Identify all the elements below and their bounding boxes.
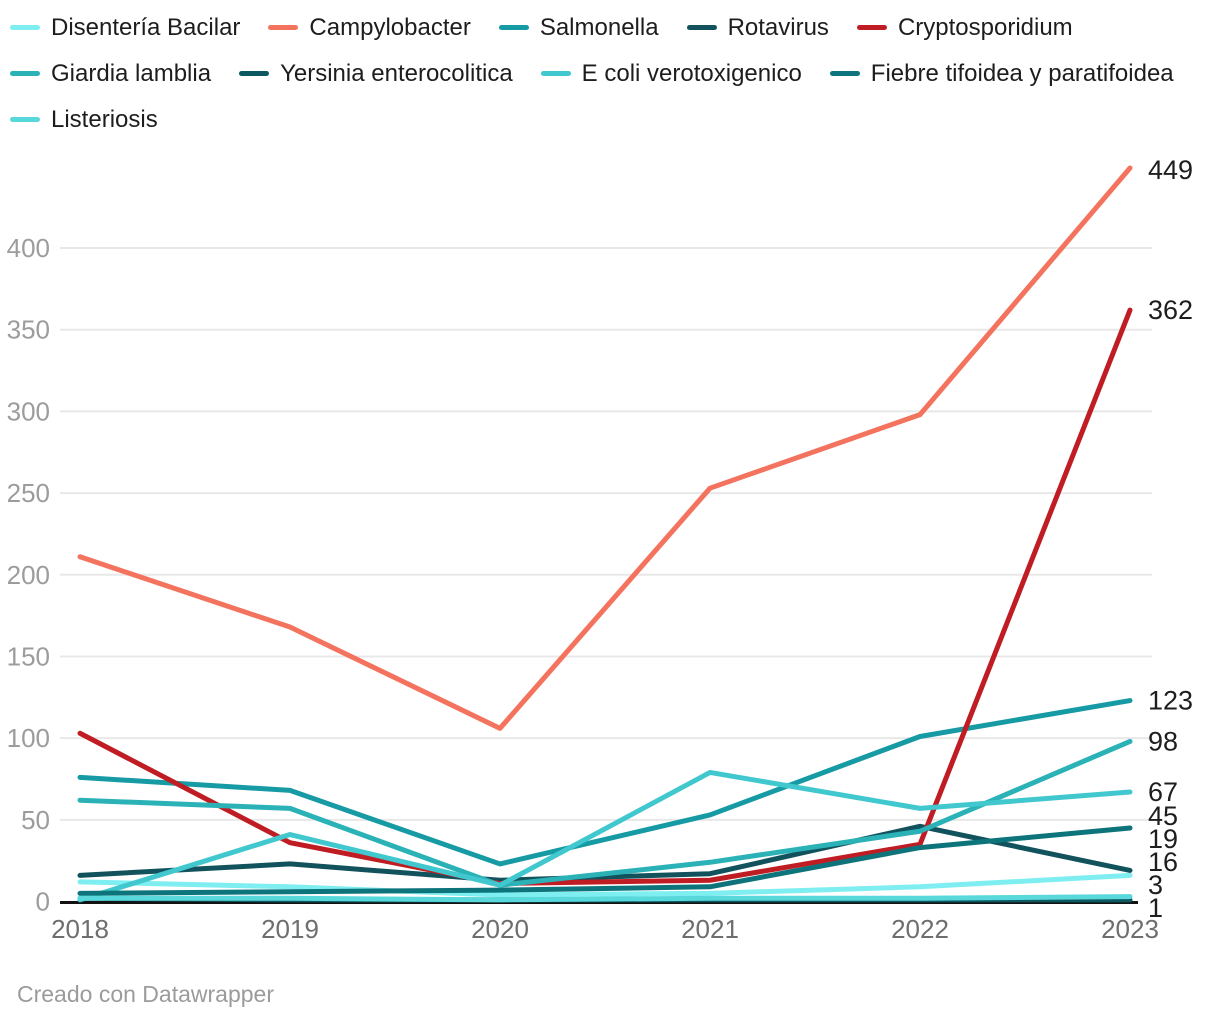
legend-swatch-icon: [10, 117, 40, 122]
y-axis-tick-label: 50: [21, 805, 50, 835]
legend-item-yersinia-enterocolitica[interactable]: Yersinia enterocolitica: [239, 58, 513, 89]
legend-item-listeriosis[interactable]: Listeriosis: [10, 104, 158, 135]
chart-legend: Disentería Bacilar Campylobacter Salmonell…: [10, 12, 1180, 135]
legend-label: Rotavirus: [727, 14, 829, 41]
end-value-label-listeriosis: 3: [1148, 870, 1163, 900]
series-line-disenteri-a-bacilar[interactable]: [77, 872, 1133, 898]
legend-label: Fiebre tifoidea y paratifoidea: [870, 60, 1174, 87]
end-value-label-rotavirus: 19: [1148, 824, 1178, 854]
series-line-campylobacter[interactable]: [77, 165, 1133, 731]
x-axis-tick-label-2022: 2022: [891, 914, 949, 944]
legend-swatch-icon: [10, 25, 40, 30]
legend-item-campylobacter[interactable]: Campylobacter: [268, 12, 471, 43]
y-axis-tick-label: 250: [7, 478, 50, 508]
series-line-giardia-lamblia[interactable]: [77, 738, 1133, 888]
series-line-cryptosporidium[interactable]: [77, 307, 1133, 887]
y-axis-tick-label: 400: [7, 233, 50, 263]
x-axis-tick-label-2023: 2023: [1101, 914, 1159, 944]
legend-swatch-icon: [686, 25, 717, 30]
end-value-label-cryptosporidium: 362: [1148, 295, 1193, 325]
x-axis-tick-label-2019: 2019: [261, 914, 319, 944]
end-value-label-e-coli-verotoxigenico: 67: [1148, 777, 1178, 807]
end-value-label-disenteri-a-bacilar: 16: [1148, 847, 1178, 877]
end-value-label-giardia-lamblia: 98: [1148, 726, 1178, 756]
x-axis-tick-label-2020: 2020: [471, 914, 529, 944]
legend-swatch-icon: [856, 25, 887, 30]
y-axis-tick-label: 350: [7, 315, 50, 345]
series-line-e-coli-verotoxigenico[interactable]: [77, 769, 1133, 903]
legend-label: Cryptosporidium: [897, 14, 1073, 41]
series-line-rotavirus[interactable]: [77, 823, 1133, 883]
end-value-label-yersinia-enterocolitica: 1: [1148, 893, 1163, 923]
series-line-fiebre-tifoidea-y-paratifoidea[interactable]: [77, 825, 1133, 896]
y-axis-tick-label: 100: [7, 723, 50, 753]
y-axis-tick-label: 150: [7, 641, 50, 671]
legend-label: Giardia lamblia: [51, 60, 212, 87]
legend-swatch-icon: [10, 71, 40, 76]
x-axis-tick-label-2018: 2018: [51, 914, 109, 944]
legend-item-disenteri-a-bacilar[interactable]: Disentería Bacilar: [10, 12, 240, 43]
y-axis-tick-label: 200: [7, 560, 50, 590]
legend-item-cryptosporidium[interactable]: Cryptosporidium: [856, 12, 1073, 43]
legend-swatch-icon: [239, 71, 270, 76]
legend-item-fiebre-tifoidea-y-paratifoidea[interactable]: Fiebre tifoidea y paratifoidea: [829, 58, 1174, 89]
legend-label: E coli verotoxigenico: [581, 60, 802, 87]
x-axis-tick-label-2021: 2021: [681, 914, 739, 944]
y-axis-tick-label: 0: [36, 887, 50, 917]
legend-label: Listeriosis: [51, 106, 158, 133]
y-axis-tick-label: 300: [7, 396, 50, 426]
series-line-listeriosis[interactable]: [77, 894, 1133, 903]
legend-label: Yersinia enterocolitica: [280, 60, 513, 87]
end-value-label-salmonella: 123: [1148, 686, 1193, 716]
legend-label: Disentería Bacilar: [51, 14, 241, 41]
legend-item-salmonella[interactable]: Salmonella: [498, 12, 659, 43]
series-line-salmonella[interactable]: [77, 698, 1133, 867]
legend-swatch-icon: [498, 25, 529, 30]
legend-item-rotavirus[interactable]: Rotavirus: [686, 12, 829, 43]
datawrapper-credit-link[interactable]: Creado con Datawrapper: [17, 981, 274, 1007]
end-value-label-campylobacter: 449: [1148, 155, 1193, 185]
legend-item-e-coli-verotoxigenico[interactable]: E coli verotoxigenico: [540, 58, 802, 89]
legend-item-giardia-lamblia[interactable]: Giardia lamblia: [10, 58, 211, 89]
legend-label: Salmonella: [539, 14, 659, 41]
end-value-label-fiebre-tifoidea-y-paratifoidea: 45: [1148, 801, 1178, 831]
legend-swatch-icon: [540, 71, 571, 76]
legend-swatch-icon: [268, 25, 299, 30]
legend-swatch-icon: [829, 71, 860, 76]
legend-label: Campylobacter: [309, 14, 471, 41]
